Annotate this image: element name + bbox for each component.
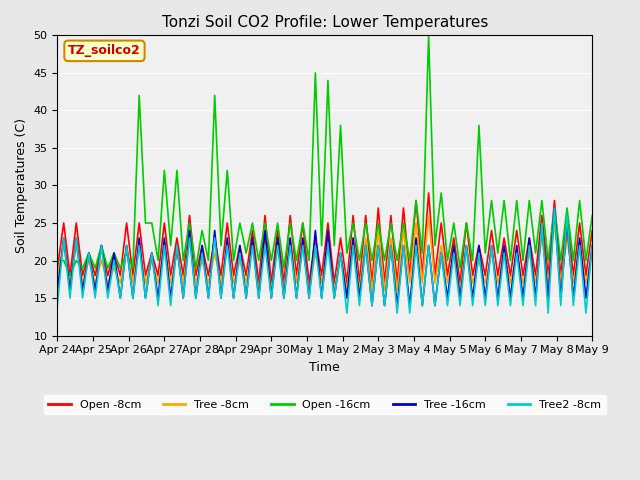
- Y-axis label: Soil Temperatures (C): Soil Temperatures (C): [15, 118, 28, 253]
- Title: Tonzi Soil CO2 Profile: Lower Temperatures: Tonzi Soil CO2 Profile: Lower Temperatur…: [162, 15, 488, 30]
- Text: TZ_soilco2: TZ_soilco2: [68, 44, 141, 57]
- X-axis label: Time: Time: [309, 361, 340, 374]
- Legend: Open -8cm, Tree -8cm, Open -16cm, Tree -16cm, Tree2 -8cm: Open -8cm, Tree -8cm, Open -16cm, Tree -…: [44, 395, 605, 414]
